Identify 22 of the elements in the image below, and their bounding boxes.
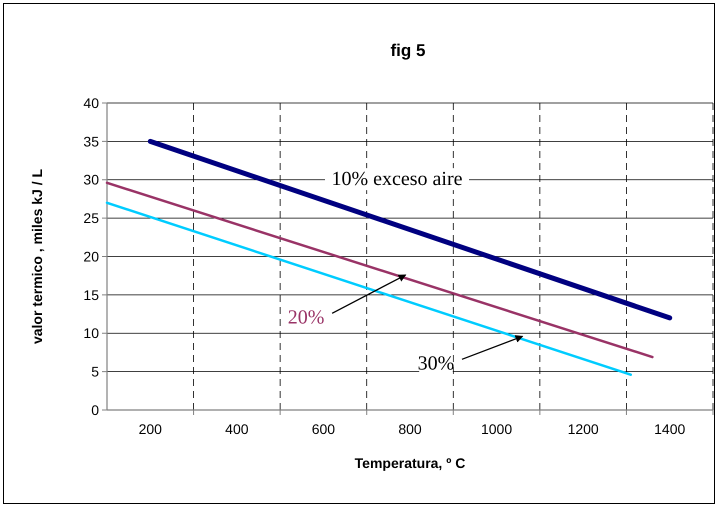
series-label: 30% — [418, 352, 454, 374]
x-axis-title: Temperatura, º C — [354, 455, 466, 471]
x-tick-label: 400 — [225, 421, 249, 437]
chart-title: fig 5 — [390, 41, 426, 60]
y-tick-label: 35 — [83, 133, 100, 150]
series-label: 10% exceso aire — [331, 168, 463, 190]
x-tick-label: 200 — [138, 421, 162, 437]
x-tick-label: 800 — [398, 421, 422, 437]
y-tick-label: 40 — [83, 94, 100, 111]
x-tick-label: 1000 — [480, 421, 512, 437]
y-tick-label: 0 — [91, 402, 100, 418]
y-tick-label: 25 — [83, 210, 100, 226]
y-tick-label: 15 — [83, 286, 100, 303]
y-tick-label: 10 — [83, 325, 100, 342]
y-tick-label: 5 — [91, 364, 100, 380]
y-tick-label: 20 — [83, 248, 100, 264]
y-axis-title: valor termico , miles kJ / L — [29, 168, 45, 344]
x-tick-label: 1400 — [654, 421, 686, 437]
text: 20% — [288, 306, 324, 328]
x-tick-label: 600 — [312, 421, 336, 437]
y-tick-label: 30 — [83, 172, 100, 188]
x-tick-label: 1200 — [568, 421, 599, 437]
